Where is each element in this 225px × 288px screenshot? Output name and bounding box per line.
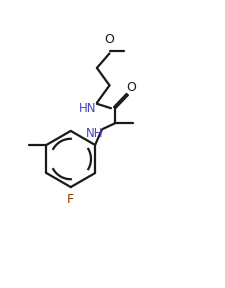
Text: HN: HN — [79, 102, 96, 115]
Text: F: F — [67, 193, 74, 206]
Text: O: O — [105, 33, 115, 46]
Text: NH: NH — [86, 127, 104, 140]
Text: O: O — [126, 81, 136, 94]
